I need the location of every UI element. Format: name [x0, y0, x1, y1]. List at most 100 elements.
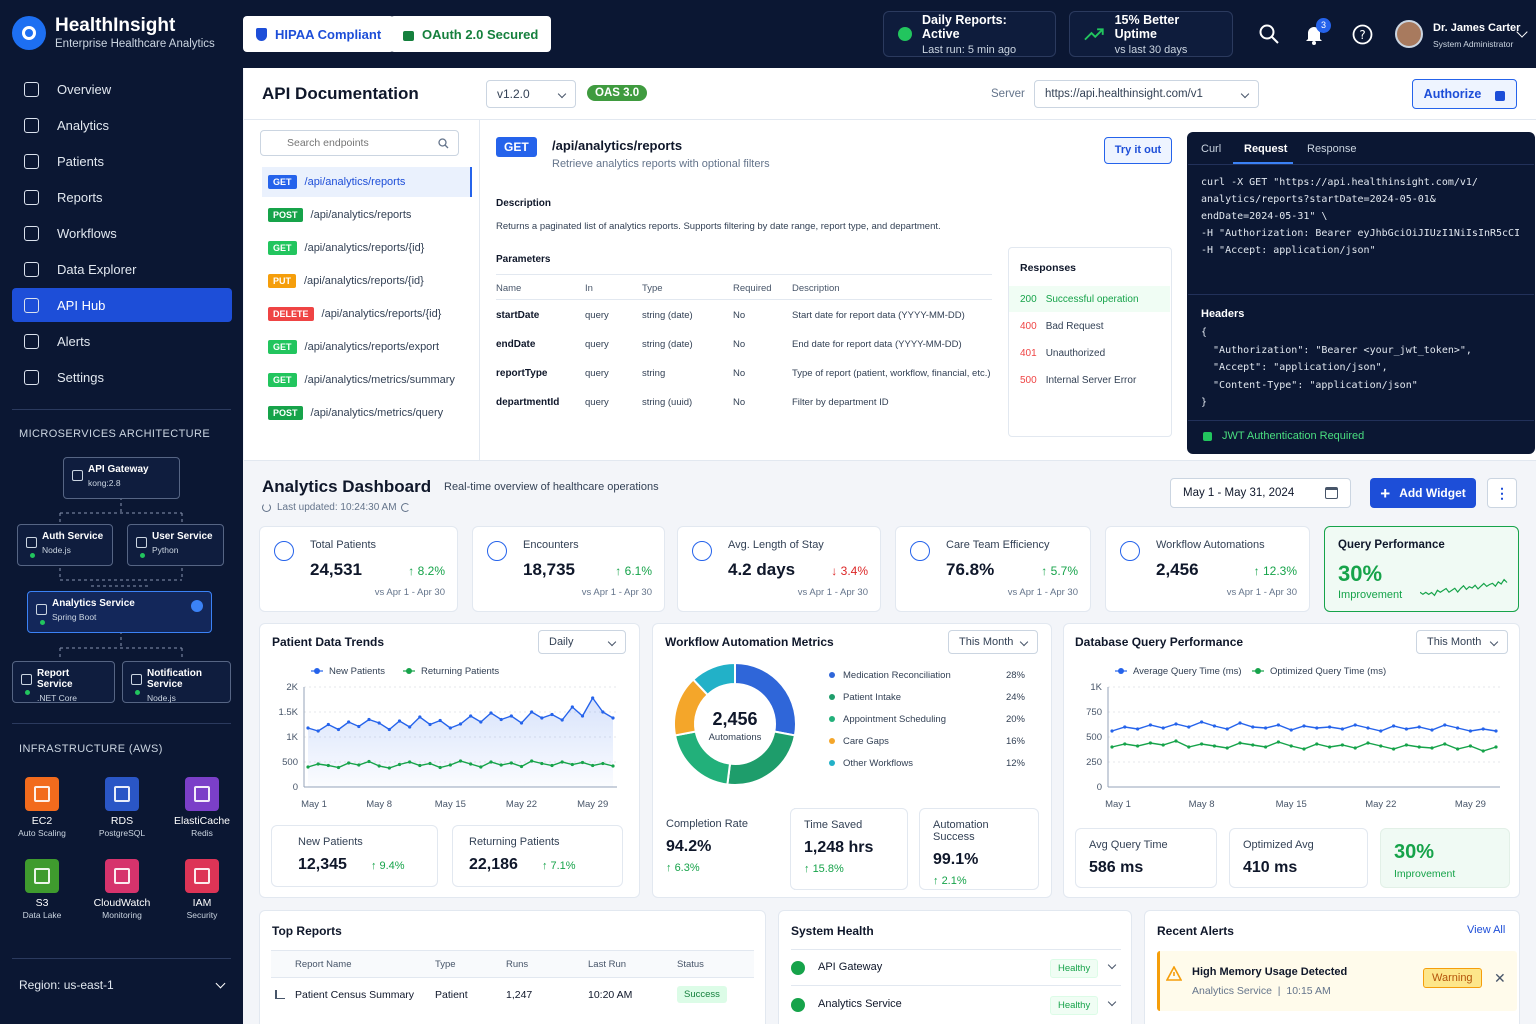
aws-cloudwatch[interactable]: CloudWatch Monitoring [87, 859, 157, 920]
data-point [1468, 729, 1472, 733]
daily-reports-status[interactable]: Daily Reports: Active Last run: 5 min ago [883, 11, 1056, 57]
stat-card[interactable]: Automation Success 99.1% ↑ 2.1% [919, 808, 1039, 890]
service-node[interactable]: API Gateway kong:2.8 [63, 457, 180, 499]
sidebar-item-patients[interactable]: Patients [12, 144, 232, 178]
brand-title: HealthInsight [55, 15, 176, 36]
slice-value: 24% [1006, 692, 1026, 703]
endpoint-search-input[interactable] [287, 137, 447, 149]
sidebar-item-alerts[interactable]: Alerts [12, 324, 232, 358]
period-select[interactable]: Daily [538, 630, 626, 654]
service-node[interactable]: Analytics Service Spring Boot [27, 591, 212, 633]
kpi-card[interactable]: Total Patients 24,531 ↑ 8.2% vs Apr 1 - Apr… [259, 526, 458, 612]
tab-curl[interactable]: Curl [1201, 143, 1222, 155]
data-point [1494, 729, 1498, 733]
avatar[interactable] [1395, 20, 1423, 48]
sidebar-item-api-hub[interactable]: API Hub [12, 288, 232, 322]
date-range-picker[interactable]: May 1 - May 31, 2024 [1170, 478, 1351, 508]
service-node[interactable]: Report Service .NET Core [12, 661, 115, 703]
authorize-button[interactable]: Authorize [1412, 79, 1517, 109]
data-point [1404, 743, 1408, 747]
view-all-link[interactable]: View All [1467, 924, 1506, 936]
add-widget-button[interactable]: + Add Widget [1370, 478, 1476, 508]
stat-card[interactable]: Improvement30%Improvement [1380, 828, 1510, 888]
service-node[interactable]: Auth Service Node.js [17, 524, 113, 566]
db-query-chart: Average Query Time (ms) Optimized Query T… [1086, 666, 1500, 810]
stat-card[interactable]: Returning Patients 22,186 ↑ 7.1% [452, 825, 623, 887]
hipaa-label: HIPAA Compliant [275, 26, 382, 42]
response-row[interactable]: 401 Unauthorized [1009, 340, 1170, 366]
server-select[interactable]: https://api.healthinsight.com/v1 [1034, 80, 1259, 108]
tab-response[interactable]: Response [1307, 143, 1357, 155]
response-row[interactable]: 500 Internal Server Error [1009, 367, 1170, 393]
param-header: Description [792, 283, 840, 294]
period-value: This Month [1427, 636, 1482, 648]
stat-value: 586 ms [1089, 859, 1144, 876]
sidebar-item-settings[interactable]: Settings [12, 360, 232, 394]
kpi-card[interactable]: Avg. Length of Stay 4.2 days ↓ 3.4% vs Apr … [677, 526, 881, 612]
kpi-card[interactable]: Encounters 18,735 ↑ 6.1% vs Apr 1 - Apr 30 [472, 526, 665, 612]
y-tick-label: 250 [1086, 757, 1102, 768]
response-row[interactable]: 200 Successful operation [1009, 286, 1170, 312]
sidebar-item-overview[interactable]: Overview [12, 72, 232, 106]
endpoint-item[interactable]: POST/api/analytics/reports [262, 200, 472, 230]
region-select[interactable]: Region: us-east-1 [19, 978, 226, 992]
search-icon[interactable] [1259, 24, 1279, 44]
data-point [1264, 726, 1268, 730]
data-point [1328, 745, 1332, 749]
response-row[interactable]: 400 Bad Request [1009, 313, 1170, 339]
try-it-out-button[interactable]: Try it out [1104, 137, 1172, 164]
kpi-label: Avg. Length of Stay [728, 539, 824, 551]
param-cell: No [733, 310, 746, 321]
stat-card[interactable]: Optimized Avg 410 ms [1229, 828, 1368, 888]
param-name: endDate [496, 339, 536, 350]
data-point [1481, 749, 1485, 753]
query-performance-card[interactable]: Query Performance 30% Improvement [1324, 526, 1519, 612]
data-point [1392, 747, 1396, 751]
stat-card[interactable]: Completion Rate 94.2% ↑ 6.3% [653, 808, 795, 890]
endpoint-item[interactable]: GET/api/analytics/reports/{id} [262, 233, 472, 263]
period-select[interactable]: This Month [948, 630, 1038, 654]
sidebar-item-reports[interactable]: Reports [12, 180, 232, 214]
sidebar-item-workflows[interactable]: Workflows [12, 216, 232, 250]
stat-card[interactable]: Time Saved 1,248 hrs ↑ 15.8% [790, 808, 908, 890]
hipaa-badge[interactable]: HIPAA Compliant [243, 16, 395, 52]
stat-card[interactable]: New Patients 12,345 ↑ 9.4% [271, 825, 438, 887]
close-icon[interactable]: ✕ [1494, 970, 1506, 986]
period-select[interactable]: This Month [1416, 630, 1508, 654]
kpi-card[interactable]: Care Team Efficiency 76.8% ↑ 5.7% vs Apr 1 … [895, 526, 1091, 612]
endpoint-item[interactable]: DELETE/api/analytics/reports/{id} [262, 299, 472, 329]
refresh-icon[interactable] [401, 503, 410, 512]
aws-iam[interactable]: IAM Security [167, 859, 237, 920]
sidebar-item-analytics[interactable]: Analytics [12, 108, 232, 142]
kpi-value: 24,531 [310, 560, 362, 579]
version-select[interactable]: v1.2.0 [486, 80, 576, 108]
aws-name: ElastiCache [173, 815, 231, 827]
detail-method-badge: GET [496, 137, 537, 157]
aws-s3[interactable]: S3 Data Lake [7, 859, 77, 920]
more-options-button[interactable]: ⋮ [1487, 478, 1517, 508]
response-code: 400 [1020, 320, 1037, 332]
uptime-status[interactable]: 15% Better Uptime vs last 30 days [1069, 11, 1233, 57]
aws-elasticache[interactable]: ElastiCache Redis [167, 777, 237, 838]
service-name: Analytics Service [52, 598, 135, 609]
aws-ec2[interactable]: EC2 Auto Scaling [7, 777, 77, 838]
endpoint-path: /api/analytics/metrics/summary [304, 374, 455, 386]
sidebar-item-data-explorer[interactable]: Data Explorer [12, 252, 232, 286]
endpoint-item[interactable]: GET/api/analytics/metrics/summary [262, 365, 472, 395]
data-point [1315, 726, 1319, 730]
stat-card[interactable]: Avg Query Time 586 ms [1075, 828, 1217, 888]
help-icon[interactable]: ? [1352, 24, 1373, 45]
endpoint-search[interactable] [260, 130, 459, 156]
method-badge: PUT [268, 274, 296, 288]
aws-rds[interactable]: RDS PostgreSQL [87, 777, 157, 838]
tab-request[interactable]: Request [1244, 143, 1288, 155]
endpoint-item[interactable]: PUT/api/analytics/reports/{id} [262, 266, 472, 296]
endpoint-item[interactable]: GET/api/analytics/reports [262, 167, 472, 197]
aws-glyph [34, 868, 50, 884]
endpoint-item[interactable]: POST/api/analytics/metrics/query [262, 398, 472, 428]
service-node[interactable]: User Service Python [127, 524, 224, 566]
service-node[interactable]: Notification Service Node.js [122, 661, 231, 703]
endpoint-item[interactable]: GET/api/analytics/reports/export [262, 332, 472, 362]
kpi-card[interactable]: Workflow Automations 2,456 ↑ 12.3% vs Apr 1… [1105, 526, 1310, 612]
oauth-badge[interactable]: OAuth 2.0 Secured [390, 16, 552, 52]
